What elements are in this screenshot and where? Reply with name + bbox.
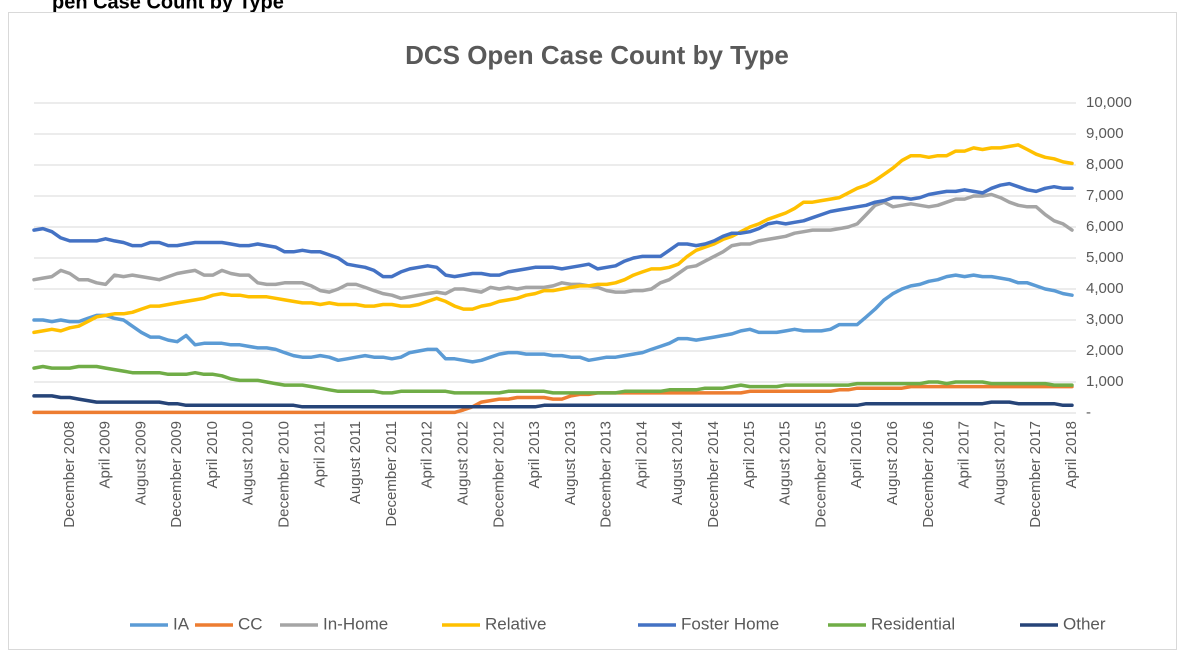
y-tick-label: 4,000 — [1086, 280, 1124, 297]
x-tick-label: August 2017 — [991, 421, 1008, 505]
legend-label: Residential — [871, 614, 955, 633]
x-tick-label: December 2010 — [276, 421, 293, 528]
x-tick-label: April 2013 — [526, 421, 543, 489]
x-tick-label: April 2011 — [311, 421, 328, 487]
legend-label: CC — [238, 614, 263, 633]
x-tick-label: August 2010 — [240, 421, 257, 505]
x-tick-label: December 2008 — [61, 421, 78, 528]
chart-border — [8, 12, 1177, 650]
x-tick-label: August 2014 — [669, 421, 686, 505]
x-tick-label: December 2011 — [383, 421, 400, 527]
series-line — [32, 143, 1074, 335]
x-tick-label: April 2018 — [1063, 421, 1080, 489]
x-tick-label: August 2013 — [562, 421, 579, 505]
x-tick-label: August 2011 — [347, 421, 364, 504]
x-tick-label: April 2012 — [419, 421, 436, 489]
legend-label: Foster Home — [681, 614, 779, 633]
series-line — [32, 181, 1074, 279]
y-tick-label: 5,000 — [1086, 249, 1124, 266]
x-tick-label: December 2015 — [812, 421, 829, 528]
legend-label: Relative — [485, 614, 546, 633]
series-line — [32, 394, 1074, 409]
x-tick-label: April 2014 — [633, 421, 650, 489]
x-tick-label: August 2009 — [132, 421, 149, 505]
legend-label: In-Home — [323, 614, 388, 633]
x-tick-label: December 2016 — [920, 421, 937, 528]
y-tick-label: 3,000 — [1086, 311, 1124, 328]
legend-label: IA — [173, 614, 190, 633]
x-tick-label: December 2017 — [1027, 421, 1044, 528]
x-tick-label: April 2009 — [97, 421, 114, 489]
y-tick-label: 6,000 — [1086, 218, 1124, 235]
x-tick-label: December 2012 — [490, 421, 507, 528]
series-line — [32, 364, 1074, 395]
chart-title: DCS Open Case Count by Type — [405, 40, 789, 70]
x-tick-label: December 2014 — [705, 421, 722, 528]
page-heading: pen Case Count by Type — [52, 0, 284, 13]
x-tick-label: August 2016 — [884, 421, 901, 505]
legend-label: Other — [1063, 614, 1106, 633]
y-tick-label: 10,000 — [1086, 94, 1132, 111]
x-tick-label: December 2009 — [168, 421, 185, 528]
x-tick-label: April 2016 — [848, 421, 865, 489]
series-line — [32, 273, 1074, 364]
y-tick-label: 9,000 — [1086, 125, 1124, 142]
y-tick-label: 8,000 — [1086, 156, 1124, 173]
x-tick-label: August 2015 — [777, 421, 794, 505]
y-tick-label: - — [1086, 404, 1091, 421]
y-tick-label: 7,000 — [1086, 187, 1124, 204]
series-line — [32, 192, 1074, 301]
x-tick-label: April 2017 — [956, 421, 973, 489]
x-tick-label: April 2010 — [204, 421, 221, 489]
x-tick-label: August 2012 — [454, 421, 471, 505]
x-tick-label: December 2013 — [598, 421, 615, 528]
series-line — [32, 384, 1074, 415]
y-tick-label: 1,000 — [1086, 373, 1124, 390]
x-tick-label: April 2015 — [741, 421, 758, 489]
y-tick-label: 2,000 — [1086, 342, 1124, 359]
